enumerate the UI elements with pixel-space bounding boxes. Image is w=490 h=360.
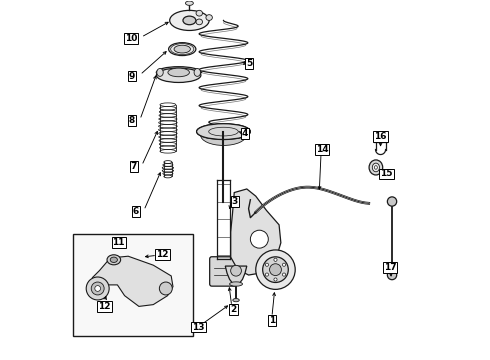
Text: 11: 11 <box>113 238 125 247</box>
Ellipse shape <box>157 68 163 76</box>
Circle shape <box>250 230 269 248</box>
Polygon shape <box>92 256 173 306</box>
Text: 8: 8 <box>129 116 135 125</box>
Circle shape <box>266 263 269 266</box>
Ellipse shape <box>194 68 200 76</box>
Text: 6: 6 <box>132 207 139 216</box>
Ellipse shape <box>196 19 202 25</box>
Circle shape <box>256 250 295 289</box>
Ellipse shape <box>369 160 383 175</box>
Polygon shape <box>231 189 281 275</box>
Bar <box>73 234 193 336</box>
Text: 5: 5 <box>246 59 252 68</box>
Ellipse shape <box>196 10 202 16</box>
Text: 12: 12 <box>98 302 111 311</box>
Ellipse shape <box>374 166 377 169</box>
Ellipse shape <box>186 1 194 5</box>
Ellipse shape <box>183 16 196 25</box>
Text: 9: 9 <box>129 72 135 81</box>
Ellipse shape <box>230 282 243 286</box>
Text: 1: 1 <box>269 316 275 325</box>
Text: 2: 2 <box>230 305 237 314</box>
Ellipse shape <box>196 124 250 139</box>
Circle shape <box>282 263 286 266</box>
Circle shape <box>91 282 104 295</box>
Circle shape <box>274 278 277 281</box>
Circle shape <box>263 257 288 283</box>
Ellipse shape <box>110 257 118 262</box>
Ellipse shape <box>174 45 191 53</box>
Ellipse shape <box>107 255 121 265</box>
Circle shape <box>231 265 242 276</box>
FancyBboxPatch shape <box>210 257 237 286</box>
Text: 7: 7 <box>131 162 137 171</box>
Ellipse shape <box>169 42 196 55</box>
Text: 10: 10 <box>125 34 137 43</box>
Ellipse shape <box>156 67 201 78</box>
Circle shape <box>270 264 281 275</box>
Ellipse shape <box>168 68 190 77</box>
Ellipse shape <box>372 163 379 172</box>
Circle shape <box>274 258 277 261</box>
Circle shape <box>266 273 269 276</box>
Text: 3: 3 <box>232 197 238 206</box>
Ellipse shape <box>233 298 239 302</box>
Polygon shape <box>225 266 247 284</box>
Text: 4: 4 <box>242 129 248 138</box>
Ellipse shape <box>170 10 209 31</box>
Text: 12: 12 <box>156 250 169 259</box>
Text: 14: 14 <box>316 145 328 154</box>
Ellipse shape <box>200 125 246 145</box>
Circle shape <box>388 270 397 280</box>
Text: 16: 16 <box>374 132 387 141</box>
Text: 15: 15 <box>380 170 393 179</box>
Text: 13: 13 <box>192 323 205 332</box>
Text: 17: 17 <box>384 263 396 272</box>
Ellipse shape <box>156 68 201 82</box>
Circle shape <box>86 277 109 300</box>
Circle shape <box>159 282 172 295</box>
Ellipse shape <box>206 15 212 21</box>
Circle shape <box>95 285 100 291</box>
Circle shape <box>282 273 286 276</box>
Ellipse shape <box>196 124 250 139</box>
Circle shape <box>388 197 397 206</box>
